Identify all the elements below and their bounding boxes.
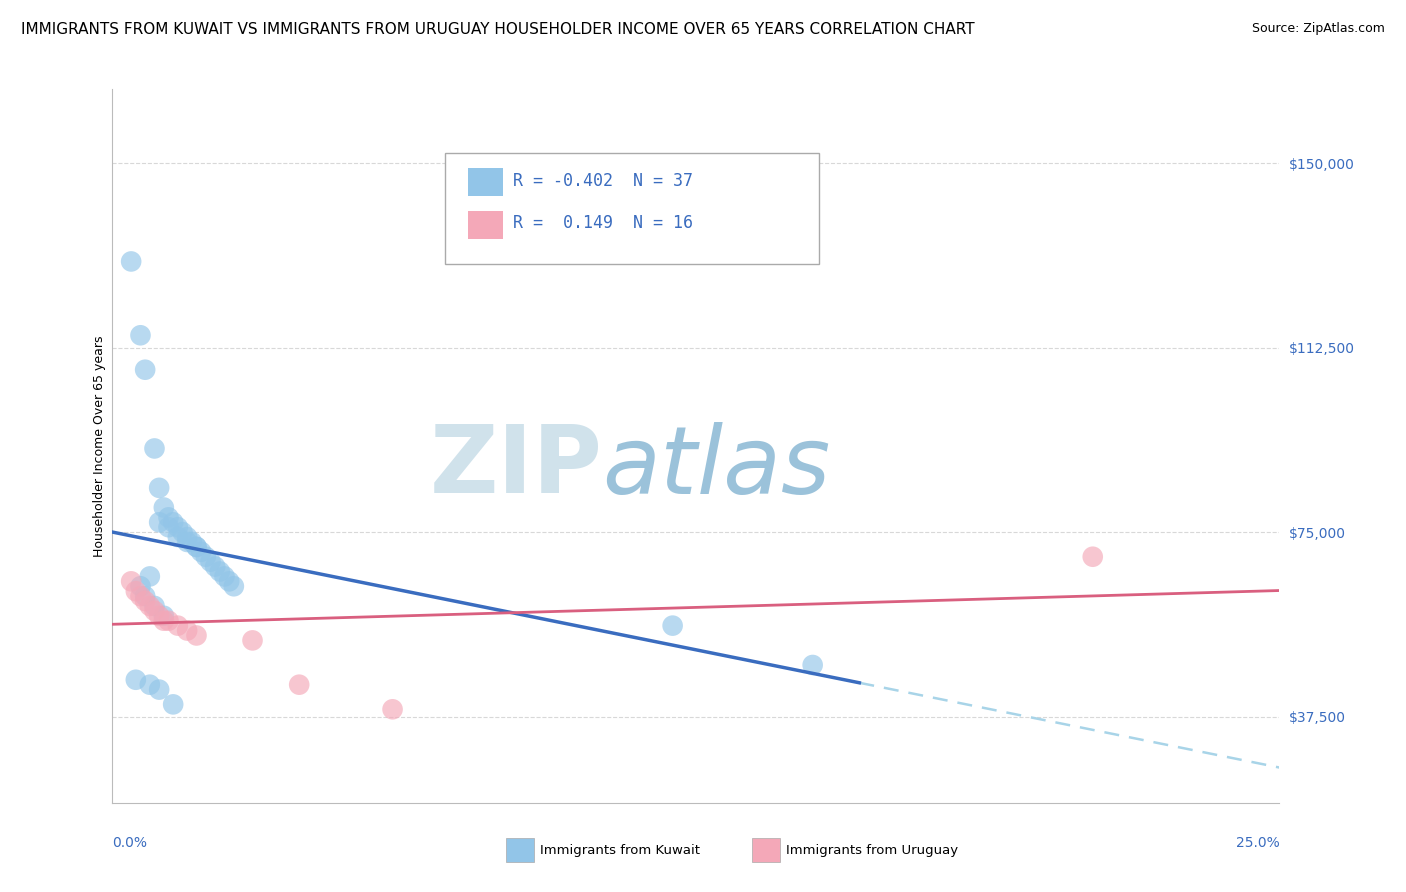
Point xyxy=(194,549,217,564)
Point xyxy=(157,614,180,628)
Point xyxy=(139,599,162,613)
Point xyxy=(134,594,156,608)
Bar xyxy=(468,168,503,196)
Point xyxy=(176,535,198,549)
Point xyxy=(157,520,180,534)
Point xyxy=(176,530,198,544)
Point xyxy=(143,604,166,618)
Point xyxy=(157,510,180,524)
Point xyxy=(166,530,188,544)
Point xyxy=(242,633,264,648)
Point xyxy=(162,698,184,712)
Point xyxy=(129,589,152,603)
Point xyxy=(186,540,208,554)
Point xyxy=(120,574,142,589)
Point xyxy=(139,569,162,583)
Point xyxy=(162,516,184,530)
Point xyxy=(143,442,166,456)
Point xyxy=(214,569,236,583)
Point xyxy=(153,614,176,628)
Point xyxy=(176,624,198,638)
FancyBboxPatch shape xyxy=(446,153,818,264)
Point xyxy=(166,520,188,534)
Point xyxy=(661,618,683,632)
Point xyxy=(186,628,208,642)
Point xyxy=(218,574,240,589)
Text: Immigrants from Kuwait: Immigrants from Kuwait xyxy=(540,844,700,856)
Point xyxy=(208,565,231,579)
Point xyxy=(200,555,222,569)
Point xyxy=(148,481,170,495)
Point xyxy=(222,579,245,593)
Text: R =  0.149  N = 16: R = 0.149 N = 16 xyxy=(513,214,693,232)
Point xyxy=(148,682,170,697)
Point xyxy=(186,540,208,554)
Y-axis label: Householder Income Over 65 years: Householder Income Over 65 years xyxy=(93,335,105,557)
Point xyxy=(381,702,404,716)
Point xyxy=(129,579,152,593)
Point xyxy=(190,545,212,559)
Point xyxy=(1081,549,1104,564)
Point xyxy=(148,516,170,530)
Point xyxy=(125,584,148,599)
Point xyxy=(134,589,156,603)
Text: 0.0%: 0.0% xyxy=(112,836,148,850)
Text: R = -0.402  N = 37: R = -0.402 N = 37 xyxy=(513,171,693,189)
Text: atlas: atlas xyxy=(603,422,831,513)
Point xyxy=(120,254,142,268)
Text: Source: ZipAtlas.com: Source: ZipAtlas.com xyxy=(1251,22,1385,36)
Point xyxy=(125,673,148,687)
Text: IMMIGRANTS FROM KUWAIT VS IMMIGRANTS FROM URUGUAY HOUSEHOLDER INCOME OVER 65 YEA: IMMIGRANTS FROM KUWAIT VS IMMIGRANTS FRO… xyxy=(21,22,974,37)
Point xyxy=(801,658,824,673)
Point xyxy=(166,618,188,632)
Text: Immigrants from Uruguay: Immigrants from Uruguay xyxy=(786,844,957,856)
Point xyxy=(153,608,176,623)
Point xyxy=(139,678,162,692)
Point xyxy=(172,525,194,540)
Point xyxy=(180,535,202,549)
Point xyxy=(288,678,311,692)
Point xyxy=(148,608,170,623)
Point xyxy=(204,559,226,574)
Point xyxy=(153,500,176,515)
Point xyxy=(129,328,152,343)
Text: 25.0%: 25.0% xyxy=(1236,836,1279,850)
Point xyxy=(134,362,156,376)
Bar xyxy=(468,211,503,239)
Point xyxy=(143,599,166,613)
Text: ZIP: ZIP xyxy=(430,421,603,514)
